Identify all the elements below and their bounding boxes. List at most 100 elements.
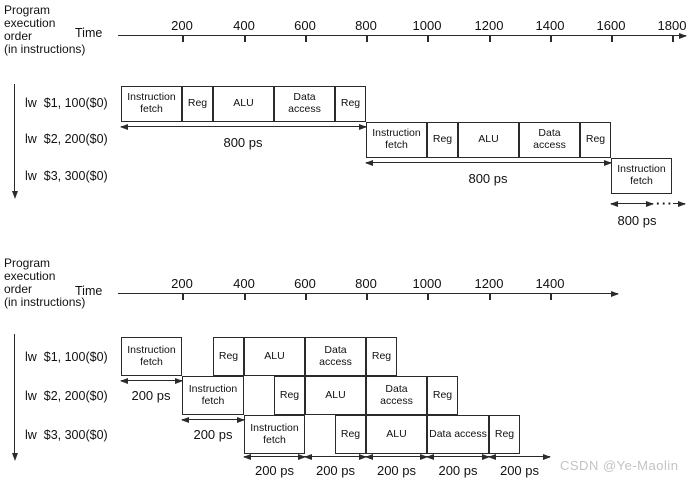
continuation-ellipsis: ··· (656, 196, 674, 211)
stage-data-access: Data access (274, 86, 335, 122)
axis-tick (427, 36, 429, 42)
bottom-program-order-arrow (11, 334, 18, 461)
axis-tick-label: 1200 (474, 18, 504, 33)
bottom-time-label: Time (75, 284, 103, 298)
axis-tick (244, 294, 246, 300)
axis-tick-label: 1200 (474, 276, 504, 291)
axis-tick-label: 1800 (657, 18, 687, 33)
bottom-program-order-header: Program execution order (in instructions… (4, 257, 85, 309)
stage-instruction-fetch: Instruction fetch (244, 415, 305, 454)
instruction-label: lw $2, 200($0) (25, 132, 108, 146)
instruction-label: lw $3, 300($0) (25, 428, 108, 442)
axis-tick-label: 1000 (412, 276, 442, 291)
axis-tick-label: 1600 (596, 18, 626, 33)
axis-tick-label: 400 (233, 18, 255, 33)
stage-reg: Reg (427, 376, 458, 415)
axis-tick (305, 294, 307, 300)
axis-tick-label: 200 (171, 18, 193, 33)
stage-reg: Reg (274, 376, 305, 415)
stage-data-access: Data access (427, 415, 489, 454)
axis-tick (489, 36, 491, 42)
axis-tick-label: 200 (171, 276, 193, 291)
duration-label-800ps: 800 ps (223, 135, 263, 150)
axis-tick-label: 1000 (412, 18, 442, 33)
duration-arrow-800ps (120, 123, 367, 130)
axis-tick-label: 600 (294, 18, 316, 33)
duration-arrow-800ps (365, 159, 612, 166)
continuation-arrow (673, 200, 686, 207)
axis-tick (182, 294, 184, 300)
instruction-label: lw $1, 100($0) (25, 96, 108, 110)
stage-reg: Reg (489, 415, 520, 454)
header-line: (in instructions) (4, 42, 86, 56)
stage-instruction-fetch: Instruction fetch (121, 337, 182, 376)
stage-reg: Reg (335, 415, 366, 454)
header-line: Program (4, 256, 51, 270)
duration-label-200ps: 200 ps (499, 463, 540, 478)
instruction-label: lw $1, 100($0) (25, 350, 108, 364)
instruction-label: lw $2, 200($0) (25, 389, 108, 403)
axis-tick-label: 800 (355, 276, 377, 291)
stage-reg: Reg (580, 122, 611, 158)
stage-alu: ALU (305, 376, 366, 415)
axis-tick (244, 36, 246, 42)
header-line: Program (4, 3, 51, 17)
duration-label-200ps: 200 ps (376, 463, 417, 478)
duration-label-200ps: 200 ps (131, 388, 171, 403)
stage-instruction-fetch: Instruction fetch (611, 158, 672, 194)
duration-arrow-200ps (304, 453, 367, 460)
duration-label-200ps: 200 ps (315, 463, 356, 478)
duration-arrow-200ps (120, 377, 183, 384)
axis-tick-label: 1400 (535, 18, 565, 33)
stage-reg: Reg (366, 337, 397, 376)
axis-tick (489, 294, 491, 300)
stage-alu: ALU (366, 415, 427, 454)
instruction-label: lw $3, 300($0) (25, 169, 108, 183)
header-line: order (4, 282, 33, 296)
axis-tick (611, 36, 613, 42)
axis-tick-label: 1400 (535, 276, 565, 291)
stage-data-access: Data access (519, 122, 580, 158)
axis-tick (550, 294, 552, 300)
duration-arrow-800ps (610, 200, 654, 207)
duration-arrow-200ps (365, 453, 428, 460)
stage-instruction-fetch: Instruction fetch (366, 122, 427, 158)
stage-alu: ALU (458, 122, 519, 158)
stage-reg: Reg (427, 122, 458, 158)
duration-label-200ps: 200 ps (438, 463, 478, 478)
duration-label-800ps: 800 ps (617, 213, 657, 228)
duration-label-200ps: 200 ps (254, 463, 295, 478)
stage-instruction-fetch: Instruction fetch (121, 86, 182, 122)
top-time-label: Time (75, 26, 103, 40)
top-program-order-arrow (11, 84, 18, 199)
axis-tick (366, 36, 368, 42)
stage-data-access: Data access (305, 337, 366, 376)
stage-data-access: Data access (366, 376, 427, 415)
axis-tick (550, 36, 552, 42)
stage-reg: Reg (213, 337, 244, 376)
bottom-time-axis (118, 290, 619, 297)
csdn-watermark: CSDN @Ye-Maolin (560, 458, 679, 473)
duration-arrow-200ps (181, 416, 245, 423)
top-program-order-header: Program execution order (in instructions… (4, 4, 85, 56)
top-time-axis (118, 32, 687, 39)
axis-tick-label: 400 (233, 276, 255, 291)
header-line: execution (4, 16, 56, 30)
stage-reg: Reg (335, 86, 366, 122)
axis-tick-label: 600 (294, 276, 316, 291)
header-line: (in instructions) (4, 295, 86, 309)
axis-tick (366, 294, 368, 300)
stage-reg: Reg (182, 86, 213, 122)
header-line: order (4, 29, 33, 43)
header-line: execution (4, 269, 56, 283)
duration-label-200ps: 200 ps (193, 427, 233, 442)
axis-tick (305, 36, 307, 42)
duration-label-800ps: 800 ps (468, 171, 508, 186)
axis-tick-label: 800 (355, 18, 377, 33)
stage-alu: ALU (244, 337, 305, 376)
duration-arrow-200ps (243, 453, 306, 460)
axis-tick (427, 294, 429, 300)
axis-tick (182, 36, 184, 42)
duration-arrow-200ps (426, 453, 490, 460)
